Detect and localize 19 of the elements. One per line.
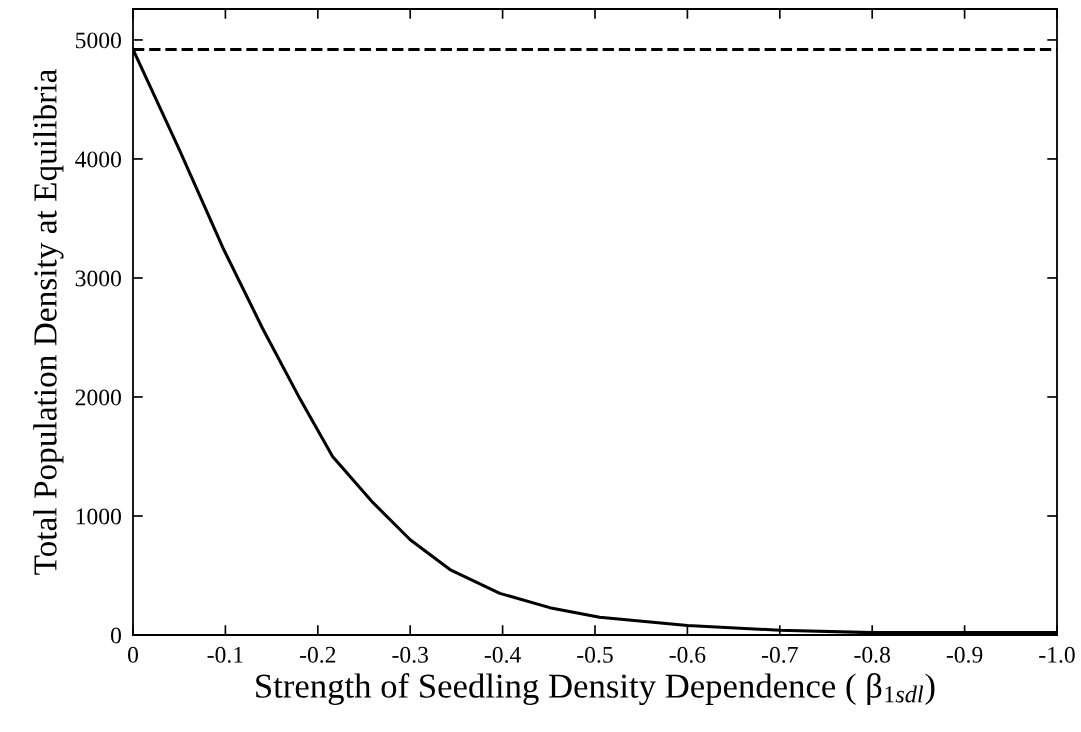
y-axis-title: Total Population Density at Equilibria (33, 69, 64, 575)
x-tick-label: 0 (128, 646, 138, 663)
x-tick-label: -0.5 (577, 646, 613, 663)
y-tick-label: 0 (110, 627, 121, 644)
x-tick-label: -1.0 (1039, 646, 1075, 663)
x-tick-label: -0.6 (669, 646, 706, 663)
x-tick-label: -0.1 (207, 646, 243, 663)
x-tick-label: -0.4 (484, 646, 521, 663)
y-tick-label: 4000 (75, 151, 121, 168)
x-tick-label: -0.7 (761, 646, 798, 663)
y-tick-label: 3000 (75, 270, 121, 287)
y-tick-label: 5000 (76, 32, 121, 49)
y-tick-label: 2000 (75, 389, 121, 406)
x-tick-label: -0.9 (946, 646, 983, 663)
x-tick-label: -0.3 (392, 646, 428, 663)
y-tick-label: 1000 (76, 508, 121, 525)
x-tick-label: -0.8 (854, 646, 890, 663)
x-tick-label: -0.2 (299, 646, 336, 663)
x-axis-title: Strength of Seedling Density Dependence ( β$_{1sdl}$) (256, 673, 935, 706)
